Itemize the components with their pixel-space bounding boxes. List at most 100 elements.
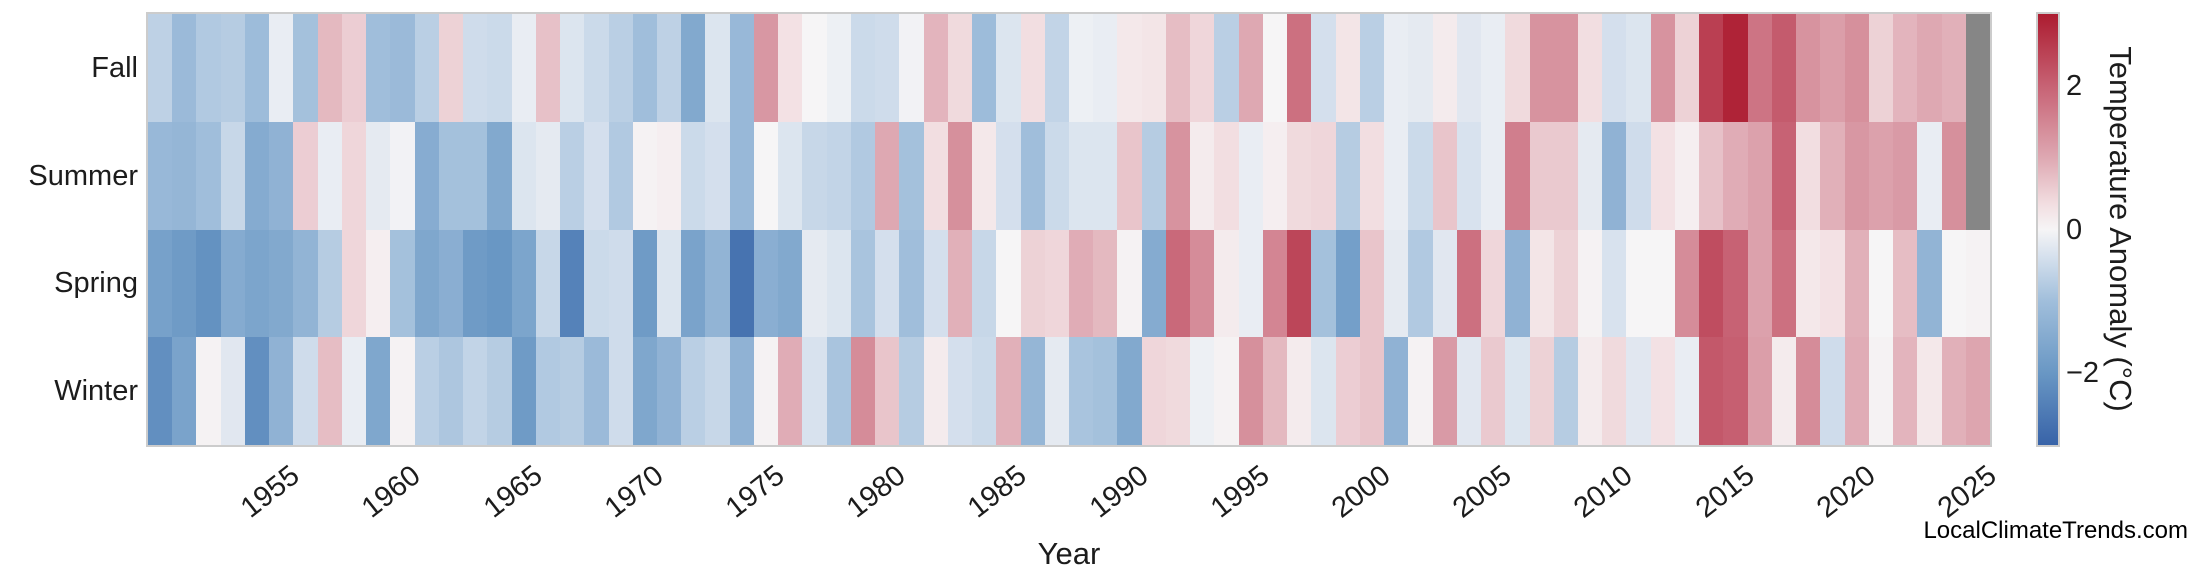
heatmap-cell xyxy=(1966,337,1990,445)
heatmap-cell xyxy=(221,337,245,445)
heatmap-cell xyxy=(1626,337,1651,445)
heatmap-cell xyxy=(1917,14,1942,122)
heatmap-cell xyxy=(996,230,1021,337)
heatmap-cell xyxy=(681,14,705,122)
heatmap-cell xyxy=(1190,337,1214,445)
heatmap-cell xyxy=(657,230,681,337)
heatmap-cell xyxy=(1748,14,1772,122)
heatmap-cell xyxy=(705,230,730,337)
heatmap-cell xyxy=(1675,230,1699,337)
heatmap-cell xyxy=(1530,122,1554,230)
colorbar-label: Temperature Anomaly (°C) xyxy=(2103,46,2138,412)
heatmap-cell xyxy=(1651,122,1675,230)
heatmap-cell xyxy=(609,14,633,122)
heatmap-cell xyxy=(1142,14,1166,122)
heatmap-cell xyxy=(1021,14,1045,122)
heatmap-cell xyxy=(875,14,899,122)
heatmap-cell xyxy=(584,230,609,337)
heatmap-cell xyxy=(439,122,463,230)
heatmap-cell xyxy=(681,122,705,230)
heatmap-cell xyxy=(196,122,221,230)
heatmap-cell xyxy=(1214,14,1239,122)
heatmap-cell xyxy=(972,14,996,122)
heatmap-cell xyxy=(1481,14,1505,122)
heatmap-cell xyxy=(1675,122,1699,230)
heatmap-cell xyxy=(754,230,778,337)
heatmap-cell xyxy=(1287,230,1311,337)
heatmap-cell xyxy=(415,122,439,230)
heatmap-cell xyxy=(1820,337,1845,445)
heatmap-cell xyxy=(1433,14,1457,122)
heatmap-cell xyxy=(1796,230,1820,337)
heatmap-cell xyxy=(1748,122,1772,230)
heatmap-cell xyxy=(1069,230,1093,337)
x-axis-title: Year xyxy=(1037,536,1101,571)
heatmap-cell xyxy=(1578,122,1602,230)
heatmap-cell xyxy=(802,230,827,337)
heatmap-cell xyxy=(1602,122,1626,230)
colorbar xyxy=(2036,12,2060,447)
colorbar-tick-label: 0 xyxy=(2066,214,2083,246)
heatmap-cell xyxy=(390,337,415,445)
row-label-summer: Summer xyxy=(28,160,138,192)
heatmap-cell xyxy=(1336,122,1360,230)
heatmap-cell xyxy=(802,337,827,445)
heatmap-cell xyxy=(512,230,536,337)
x-tick-label: 1955 xyxy=(234,459,306,525)
heatmap-cell xyxy=(1699,337,1723,445)
heatmap-cell xyxy=(245,230,269,337)
heatmap-cell xyxy=(342,230,366,337)
heatmap-cell xyxy=(1190,14,1214,122)
heatmap-cell xyxy=(342,337,366,445)
heatmap-cell xyxy=(1021,122,1045,230)
row-label-spring: Spring xyxy=(54,267,138,299)
heatmap-cell xyxy=(1942,14,1966,122)
heatmap-cell xyxy=(1214,230,1239,337)
heatmap-cell xyxy=(827,337,851,445)
heatmap-cell xyxy=(851,122,875,230)
heatmap-cell xyxy=(1820,122,1845,230)
heatmap-cell xyxy=(1942,230,1966,337)
heatmap-cell xyxy=(802,14,827,122)
heatmap-cell xyxy=(584,14,609,122)
heatmap-cell xyxy=(1893,122,1917,230)
heatmap-cell xyxy=(924,337,948,445)
heatmap-cell xyxy=(609,337,633,445)
heatmap-cell xyxy=(778,337,802,445)
x-tick-label: 2015 xyxy=(1689,459,1761,525)
heatmap-cell xyxy=(1893,230,1917,337)
heatmap-cell xyxy=(899,122,924,230)
heatmap-cell xyxy=(1142,230,1166,337)
watermark: LocalClimateTrends.com xyxy=(1923,517,2188,544)
heatmap-cell xyxy=(1190,122,1214,230)
heatmap-cell xyxy=(633,337,657,445)
heatmap-cell xyxy=(657,122,681,230)
heatmap-cell xyxy=(948,230,972,337)
heatmap-cell xyxy=(1481,230,1505,337)
heatmap-cell xyxy=(584,337,609,445)
heatmap-cell xyxy=(754,14,778,122)
heatmap-cell xyxy=(1214,122,1239,230)
heatmap-cell xyxy=(487,14,512,122)
heatmap-cell xyxy=(1384,230,1408,337)
row-label-winter: Winter xyxy=(54,375,138,407)
heatmap-cell xyxy=(1699,230,1723,337)
heatmap-cell xyxy=(366,337,390,445)
heatmap-cell xyxy=(1554,122,1578,230)
heatmap-cell xyxy=(1530,14,1554,122)
heatmap-cell xyxy=(730,230,754,337)
heatmap-cell xyxy=(1360,230,1384,337)
heatmap-cell xyxy=(148,230,172,337)
heatmap-cell xyxy=(269,14,293,122)
heatmap-cell xyxy=(730,14,754,122)
heatmap-cell xyxy=(1384,14,1408,122)
heatmap-cell xyxy=(1578,337,1602,445)
heatmap-cell xyxy=(415,14,439,122)
heatmap-cell xyxy=(996,337,1021,445)
x-tick-label: 1975 xyxy=(719,459,791,525)
heatmap-cell xyxy=(924,122,948,230)
x-tick-label: 2025 xyxy=(1931,459,2003,525)
heatmap-cell xyxy=(342,122,366,230)
heatmap-cell xyxy=(536,14,560,122)
heatmap-cell xyxy=(1942,122,1966,230)
